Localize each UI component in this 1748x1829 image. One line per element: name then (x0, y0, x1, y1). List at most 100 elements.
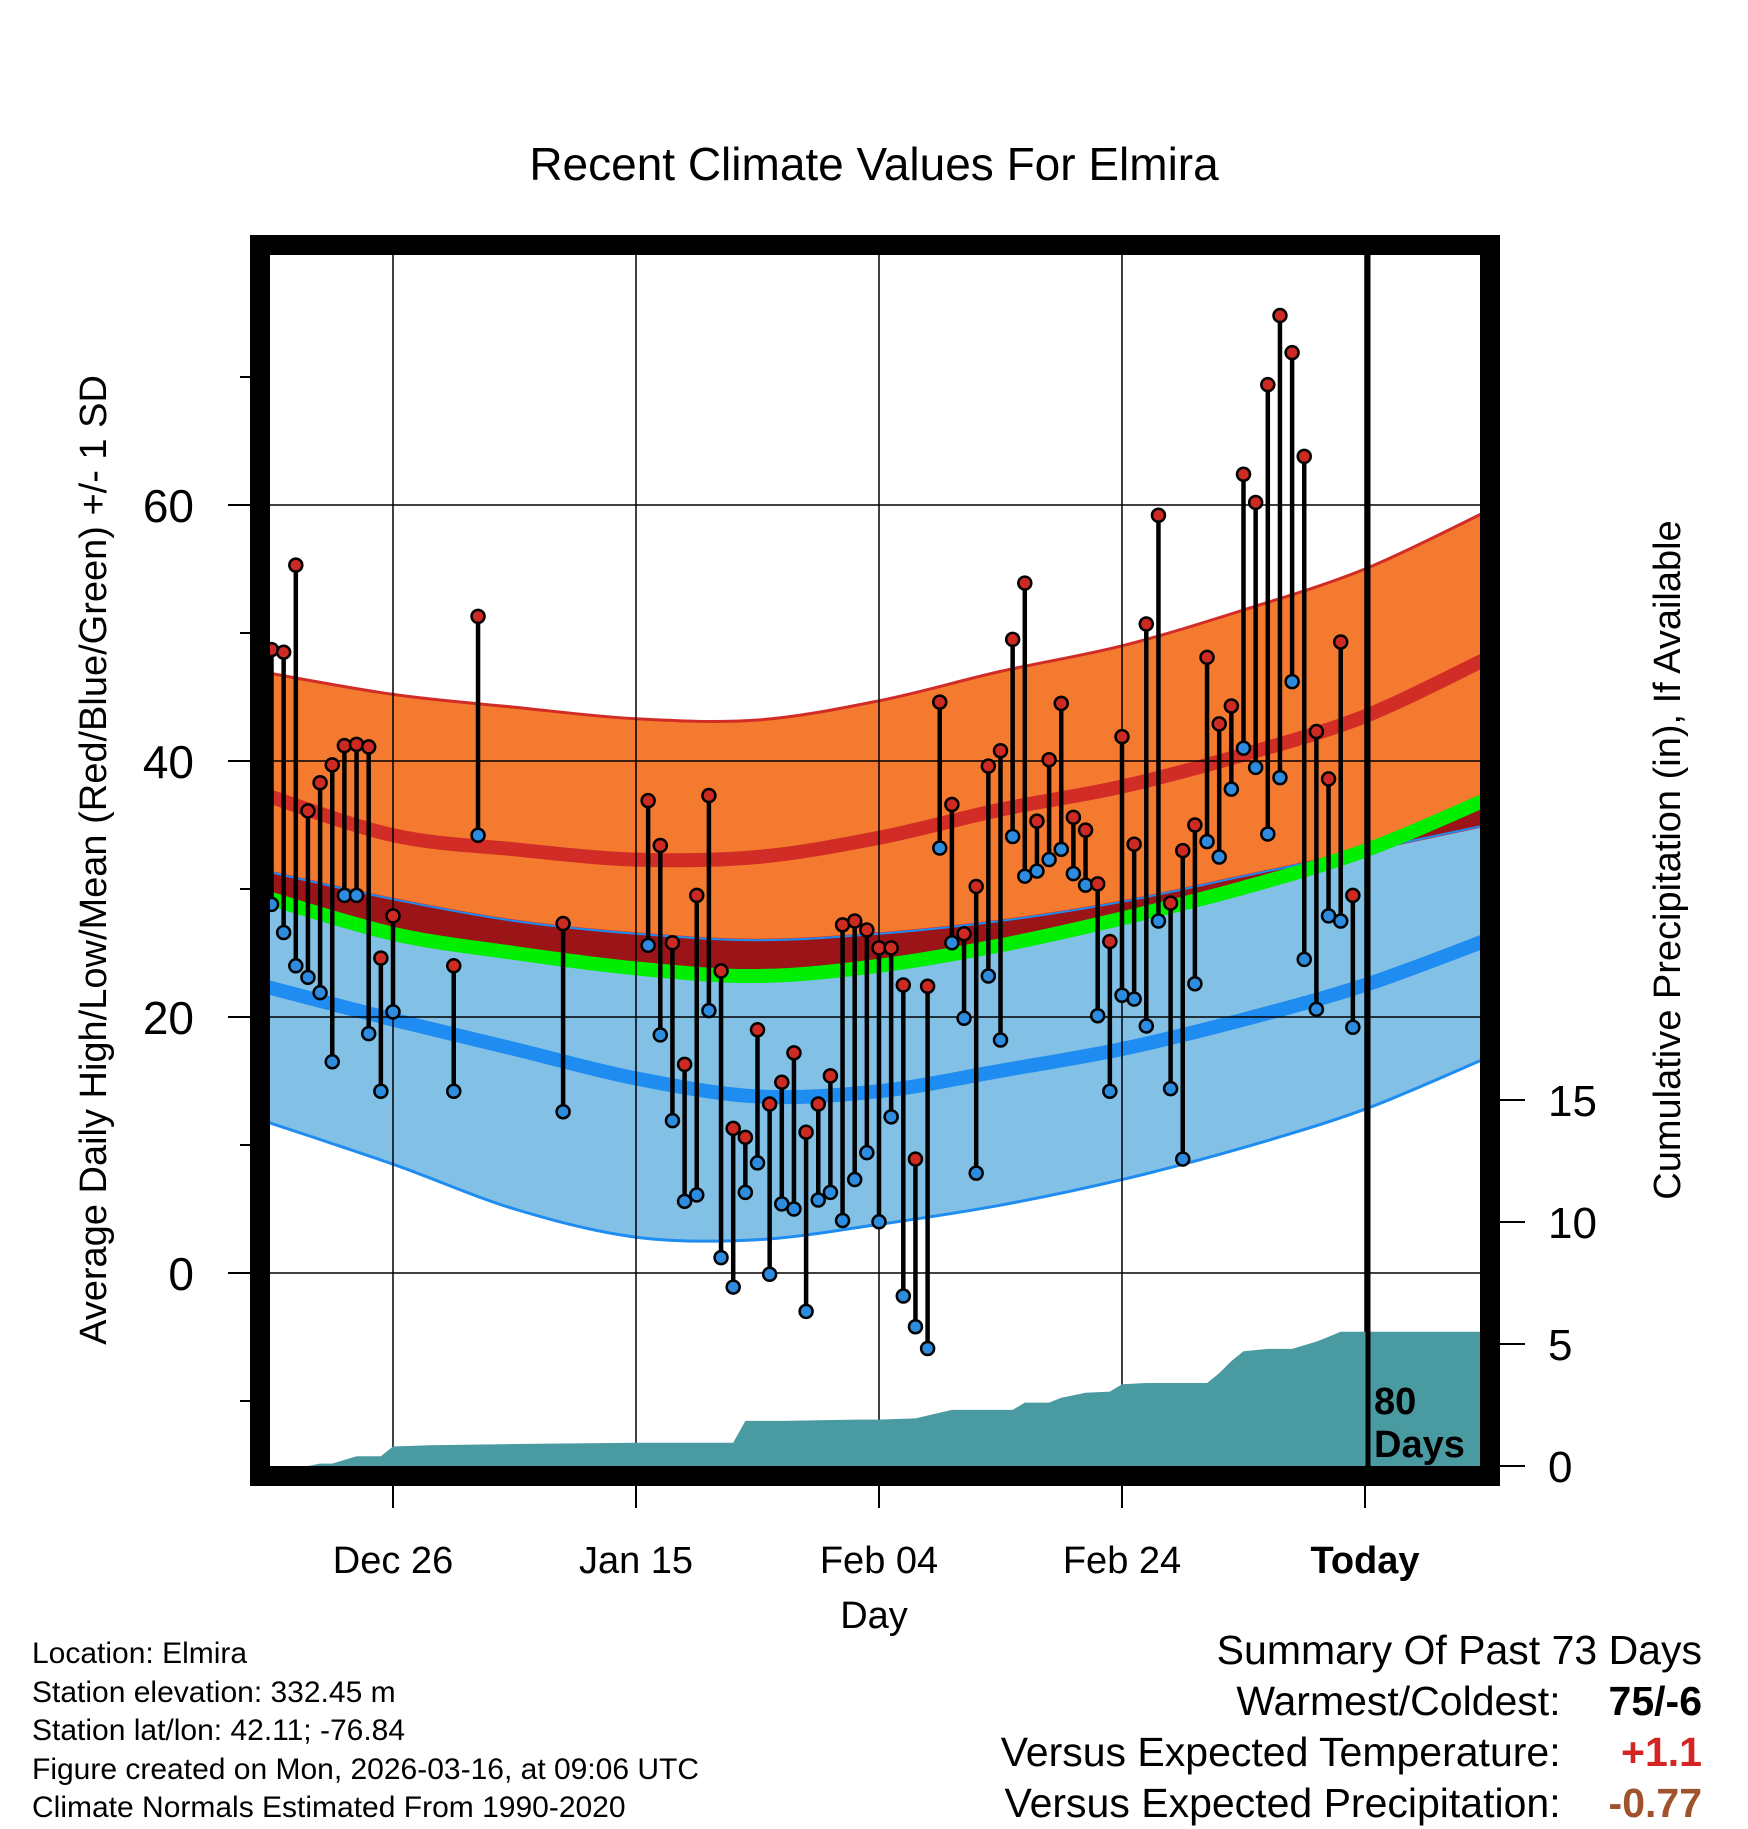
x-tick-label: Feb 04 (820, 1540, 938, 1582)
y-axis-label: Average Daily High/Low/Mean (Red/Blue/Gr… (73, 375, 115, 1345)
overlap-band (270, 802, 1480, 977)
summary-panel: Summary Of Past 73 Days Warmest/Coldest:… (1001, 1625, 1702, 1829)
summary-heading: Summary Of Past 73 Days (1216, 1627, 1702, 1673)
high-dot (1272, 307, 1288, 324)
warm-cold-value: 75/-6 (1608, 1678, 1702, 1724)
precip-anomaly-label: Versus Expected Precipitation: (1004, 1780, 1561, 1826)
high-dot (932, 694, 948, 710)
location-text: Location: Elmira (32, 1637, 248, 1670)
low-dot (689, 1187, 705, 1203)
low-dot (919, 1340, 936, 1357)
low-dot (676, 1193, 693, 1210)
high-dot (944, 796, 960, 813)
low-dot (1187, 975, 1203, 992)
high-dot (1260, 376, 1276, 393)
high-dot (798, 1124, 814, 1140)
high-dot (312, 775, 328, 791)
high-dot (701, 787, 717, 804)
elevation-text: Station elevation: 332.45 m (32, 1675, 396, 1709)
high-dot (1332, 634, 1349, 650)
low-dot (1150, 913, 1167, 929)
high-dot (1102, 933, 1118, 950)
high-dot (980, 758, 997, 774)
high-dot (749, 1022, 766, 1038)
low-dot (871, 1214, 887, 1230)
x-tick-label: Feb 24 (1063, 1540, 1181, 1582)
high-dot (859, 922, 875, 938)
summary-warm-cold-row: Warmest/Coldest: 75/-6 (1001, 1676, 1702, 1727)
high-dot (1114, 728, 1130, 745)
high-dot (907, 1151, 924, 1167)
daily-dots (263, 307, 1361, 1357)
high-dot (725, 1120, 741, 1137)
y-tick-label: 20 (143, 992, 194, 1044)
high-dot (288, 557, 304, 573)
low-dot (1199, 833, 1215, 850)
low-dot (1260, 826, 1276, 842)
latlon-text: Station lat/lon: 42.11; -76.84 (32, 1714, 406, 1747)
high-dot (919, 978, 936, 995)
low-dot (373, 1083, 389, 1099)
low-dot (324, 1054, 340, 1070)
low-dot (288, 958, 304, 974)
low-dot (1175, 1151, 1191, 1167)
low-dot (810, 1192, 826, 1208)
high-dot (1199, 649, 1215, 666)
high-dot (348, 736, 365, 753)
high-dot (1041, 751, 1057, 768)
high-dot (676, 1056, 693, 1073)
x-tick-label: Jan 15 (579, 1540, 693, 1582)
low-dot (713, 1249, 729, 1266)
low-dot (640, 937, 656, 954)
high-dot (1138, 616, 1155, 632)
high-dot (1211, 716, 1227, 732)
low-dot (786, 1201, 802, 1217)
low-dot (1126, 991, 1142, 1007)
high-dot (275, 644, 292, 660)
low-dot (968, 1165, 984, 1181)
high-dot (1017, 575, 1033, 591)
precip-area-fill (271, 1331, 1480, 1466)
high-dot (737, 1129, 754, 1146)
high-dot (1065, 809, 1082, 826)
low-dot (1004, 828, 1021, 845)
low-dot (312, 984, 328, 1001)
low-dot (652, 1027, 669, 1043)
high-dot (1308, 723, 1325, 740)
low-dot (956, 1010, 972, 1027)
high-dot (385, 908, 401, 924)
low-dot (834, 1212, 851, 1229)
high-dot (1077, 822, 1094, 838)
x-tick-label: Dec 26 (333, 1540, 453, 1582)
y2-tick-label: 10 (1548, 1199, 1597, 1248)
low-dot (992, 1032, 1009, 1048)
temp-anomaly-label: Versus Expected Temperature: (1000, 1729, 1561, 1775)
high-dot (883, 940, 899, 956)
high-dot (1223, 698, 1240, 714)
high-dot (774, 1074, 790, 1091)
low-dot (1308, 1001, 1325, 1018)
y2-axis-label: Cumulative Precipitation (in), If Availa… (1647, 520, 1689, 1199)
y2-tick-label: 15 (1548, 1077, 1597, 1126)
low-dot (895, 1288, 912, 1304)
summary-precip-row: Versus Expected Precipitation: -0.77 (1001, 1778, 1703, 1829)
high-dot (1235, 466, 1252, 483)
station-info: Location: Elmira Station elevation: 332.… (32, 1635, 699, 1828)
high-dot (786, 1045, 802, 1061)
low-dot (1065, 865, 1082, 882)
high-dot (992, 743, 1009, 759)
low-dot (1029, 863, 1045, 879)
high-dot (1053, 695, 1069, 712)
high-dot (1284, 344, 1300, 361)
chart-title: Recent Climate Values For Elmira (529, 138, 1219, 190)
high-dot (1089, 876, 1106, 892)
high-dot (822, 1068, 839, 1084)
high-dot (1320, 771, 1337, 787)
low-dot (761, 1266, 778, 1283)
high-dot (1187, 817, 1203, 833)
high-dot (1004, 631, 1021, 648)
high-dot (1345, 887, 1361, 904)
high-dot (1175, 842, 1191, 859)
created-text: Figure created on Mon, 2026-03-16, at 09… (32, 1752, 700, 1786)
